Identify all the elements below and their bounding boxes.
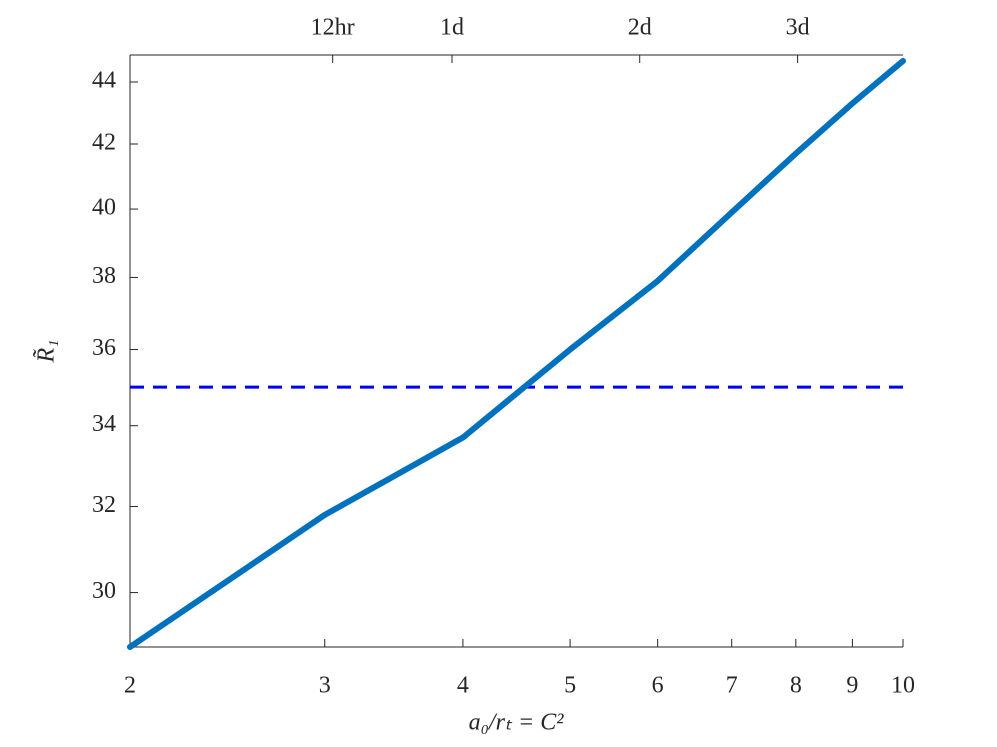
y-tick-label: 44: [92, 67, 116, 93]
x-tick-label: 4: [457, 673, 469, 699]
y-tick-label: 36: [92, 335, 116, 361]
x2-tick-label: 12hr: [311, 15, 355, 41]
x2-tick-label: 2d: [628, 15, 652, 41]
x2-tick-label: 1d: [440, 15, 464, 41]
x2-tick-label: 3d: [786, 15, 810, 41]
y-tick-label: 40: [92, 195, 116, 221]
x-tick-label: 3: [319, 673, 331, 699]
y-tick-label: 38: [92, 263, 116, 289]
x-tick-label: 9: [846, 673, 858, 699]
axis-frame: [129, 54, 903, 648]
x-tick-label: 7: [726, 673, 738, 699]
x-axis-label: a₀/rₜ = C²: [469, 710, 565, 736]
x-tick-label: 8: [790, 673, 802, 699]
y-tick-label: 32: [92, 492, 116, 518]
x-tick-label: 5: [564, 673, 576, 699]
x-tick-label: 6: [652, 673, 664, 699]
data-line: [127, 57, 906, 650]
x-tick-label: 2: [124, 673, 136, 699]
x-tick-label: 10: [891, 673, 915, 699]
y-tick-label: 30: [92, 578, 116, 604]
y-axis-label: R̃₁: [33, 339, 60, 363]
y-tick-label: 34: [92, 411, 116, 437]
y-tick-label: 42: [92, 130, 116, 156]
